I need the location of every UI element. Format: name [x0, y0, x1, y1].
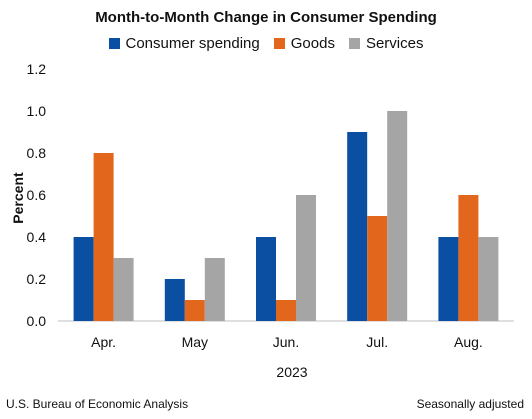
bar-services — [478, 237, 499, 321]
legend-item-services: Services — [348, 35, 424, 52]
y-tick-label: 1.0 — [27, 103, 47, 119]
bar-services — [296, 195, 316, 321]
bar-consumer-spending — [256, 237, 276, 321]
bar-consumer-spending — [438, 237, 459, 321]
y-tick-label: 1.2 — [27, 61, 47, 77]
x-tick-label: Apr. — [91, 334, 116, 350]
legend-swatch-services — [348, 38, 360, 49]
x-tick-label: Aug. — [454, 334, 483, 350]
bar-goods — [458, 195, 479, 321]
y-tick-label: 0.0 — [27, 313, 47, 329]
y-tick-label: 0.6 — [27, 187, 47, 203]
bar-goods — [93, 153, 114, 321]
legend-label-goods: Goods — [290, 35, 335, 52]
legend-swatch-consumer-spending — [108, 38, 120, 49]
bar-services — [113, 258, 134, 321]
y-tick-label: 0.2 — [27, 271, 47, 287]
bar-consumer-spending — [164, 279, 185, 321]
y-tick-label: 0.4 — [27, 229, 47, 245]
legend-item-consumer-spending: Consumer spending — [108, 35, 260, 52]
y-tick-label: 0.8 — [27, 145, 47, 161]
bar-services — [387, 111, 408, 321]
legend-label-services: Services — [365, 35, 424, 52]
bar-services — [204, 258, 225, 321]
legend-swatch-goods — [273, 38, 285, 49]
bar-goods — [184, 300, 205, 321]
x-tick-label: Jun. — [273, 334, 299, 350]
bar-goods — [367, 216, 388, 321]
seasonal-note: Seasonally adjusted — [416, 397, 524, 411]
bar-consumer-spending — [347, 132, 368, 321]
bar-consumer-spending — [73, 237, 94, 321]
x-axis-label: 2023 — [276, 364, 308, 380]
x-tick-label: May — [182, 334, 208, 350]
chart-title: Month-to-Month Change in Consumer Spendi… — [95, 9, 437, 26]
bar-goods — [276, 300, 296, 321]
x-tick-label: Jul. — [366, 334, 388, 350]
legend: Consumer spending Goods Services — [0, 35, 532, 52]
legend-label-consumer-spending: Consumer spending — [125, 35, 260, 52]
source-note: U.S. Bureau of Economic Analysis — [6, 397, 189, 411]
legend-item-goods: Goods — [273, 35, 335, 52]
